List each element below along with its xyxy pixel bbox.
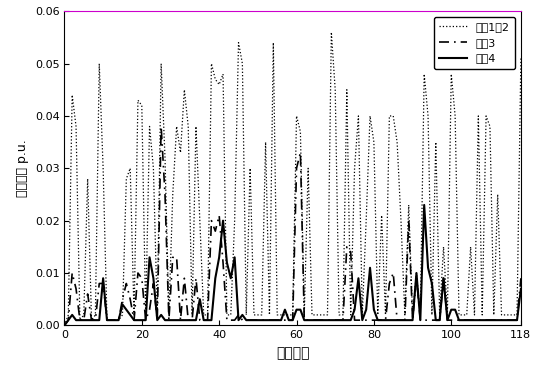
方法3 (518, 276, 524, 280)
方法4 (394, 318, 400, 322)
Line: 方法1、2: 方法1、2 (64, 32, 521, 325)
X-axis label: 节点序号: 节点序号 (276, 346, 309, 360)
Line: 方法3: 方法3 (64, 126, 521, 325)
方法1、2 (456, 313, 462, 317)
方法1、2 (205, 313, 211, 317)
方法3 (433, 318, 439, 322)
方法3 (61, 323, 68, 328)
方法3 (398, 318, 404, 322)
方法4 (205, 318, 211, 322)
方法3 (158, 124, 164, 129)
方法4 (154, 318, 161, 322)
方法3 (154, 318, 161, 322)
方法1、2 (518, 56, 524, 61)
方法3 (332, 318, 338, 322)
方法1、2 (61, 323, 68, 328)
方法4 (433, 318, 439, 322)
方法1、2 (398, 218, 404, 223)
Line: 方法4: 方法4 (64, 205, 521, 325)
方法4 (61, 323, 68, 328)
方法3 (208, 218, 215, 223)
方法1、2 (433, 140, 439, 144)
Legend: 方法1、2, 方法3, 方法4: 方法1、2, 方法3, 方法4 (433, 17, 516, 69)
方法4 (328, 318, 335, 322)
方法1、2 (328, 30, 335, 34)
Y-axis label: 幅値误差 p.u.: 幅値误差 p.u. (16, 140, 30, 197)
方法1、2 (154, 313, 161, 317)
方法3 (456, 318, 462, 322)
方法1、2 (332, 88, 338, 92)
方法4 (456, 318, 462, 322)
方法4 (421, 203, 427, 207)
方法4 (518, 286, 524, 291)
